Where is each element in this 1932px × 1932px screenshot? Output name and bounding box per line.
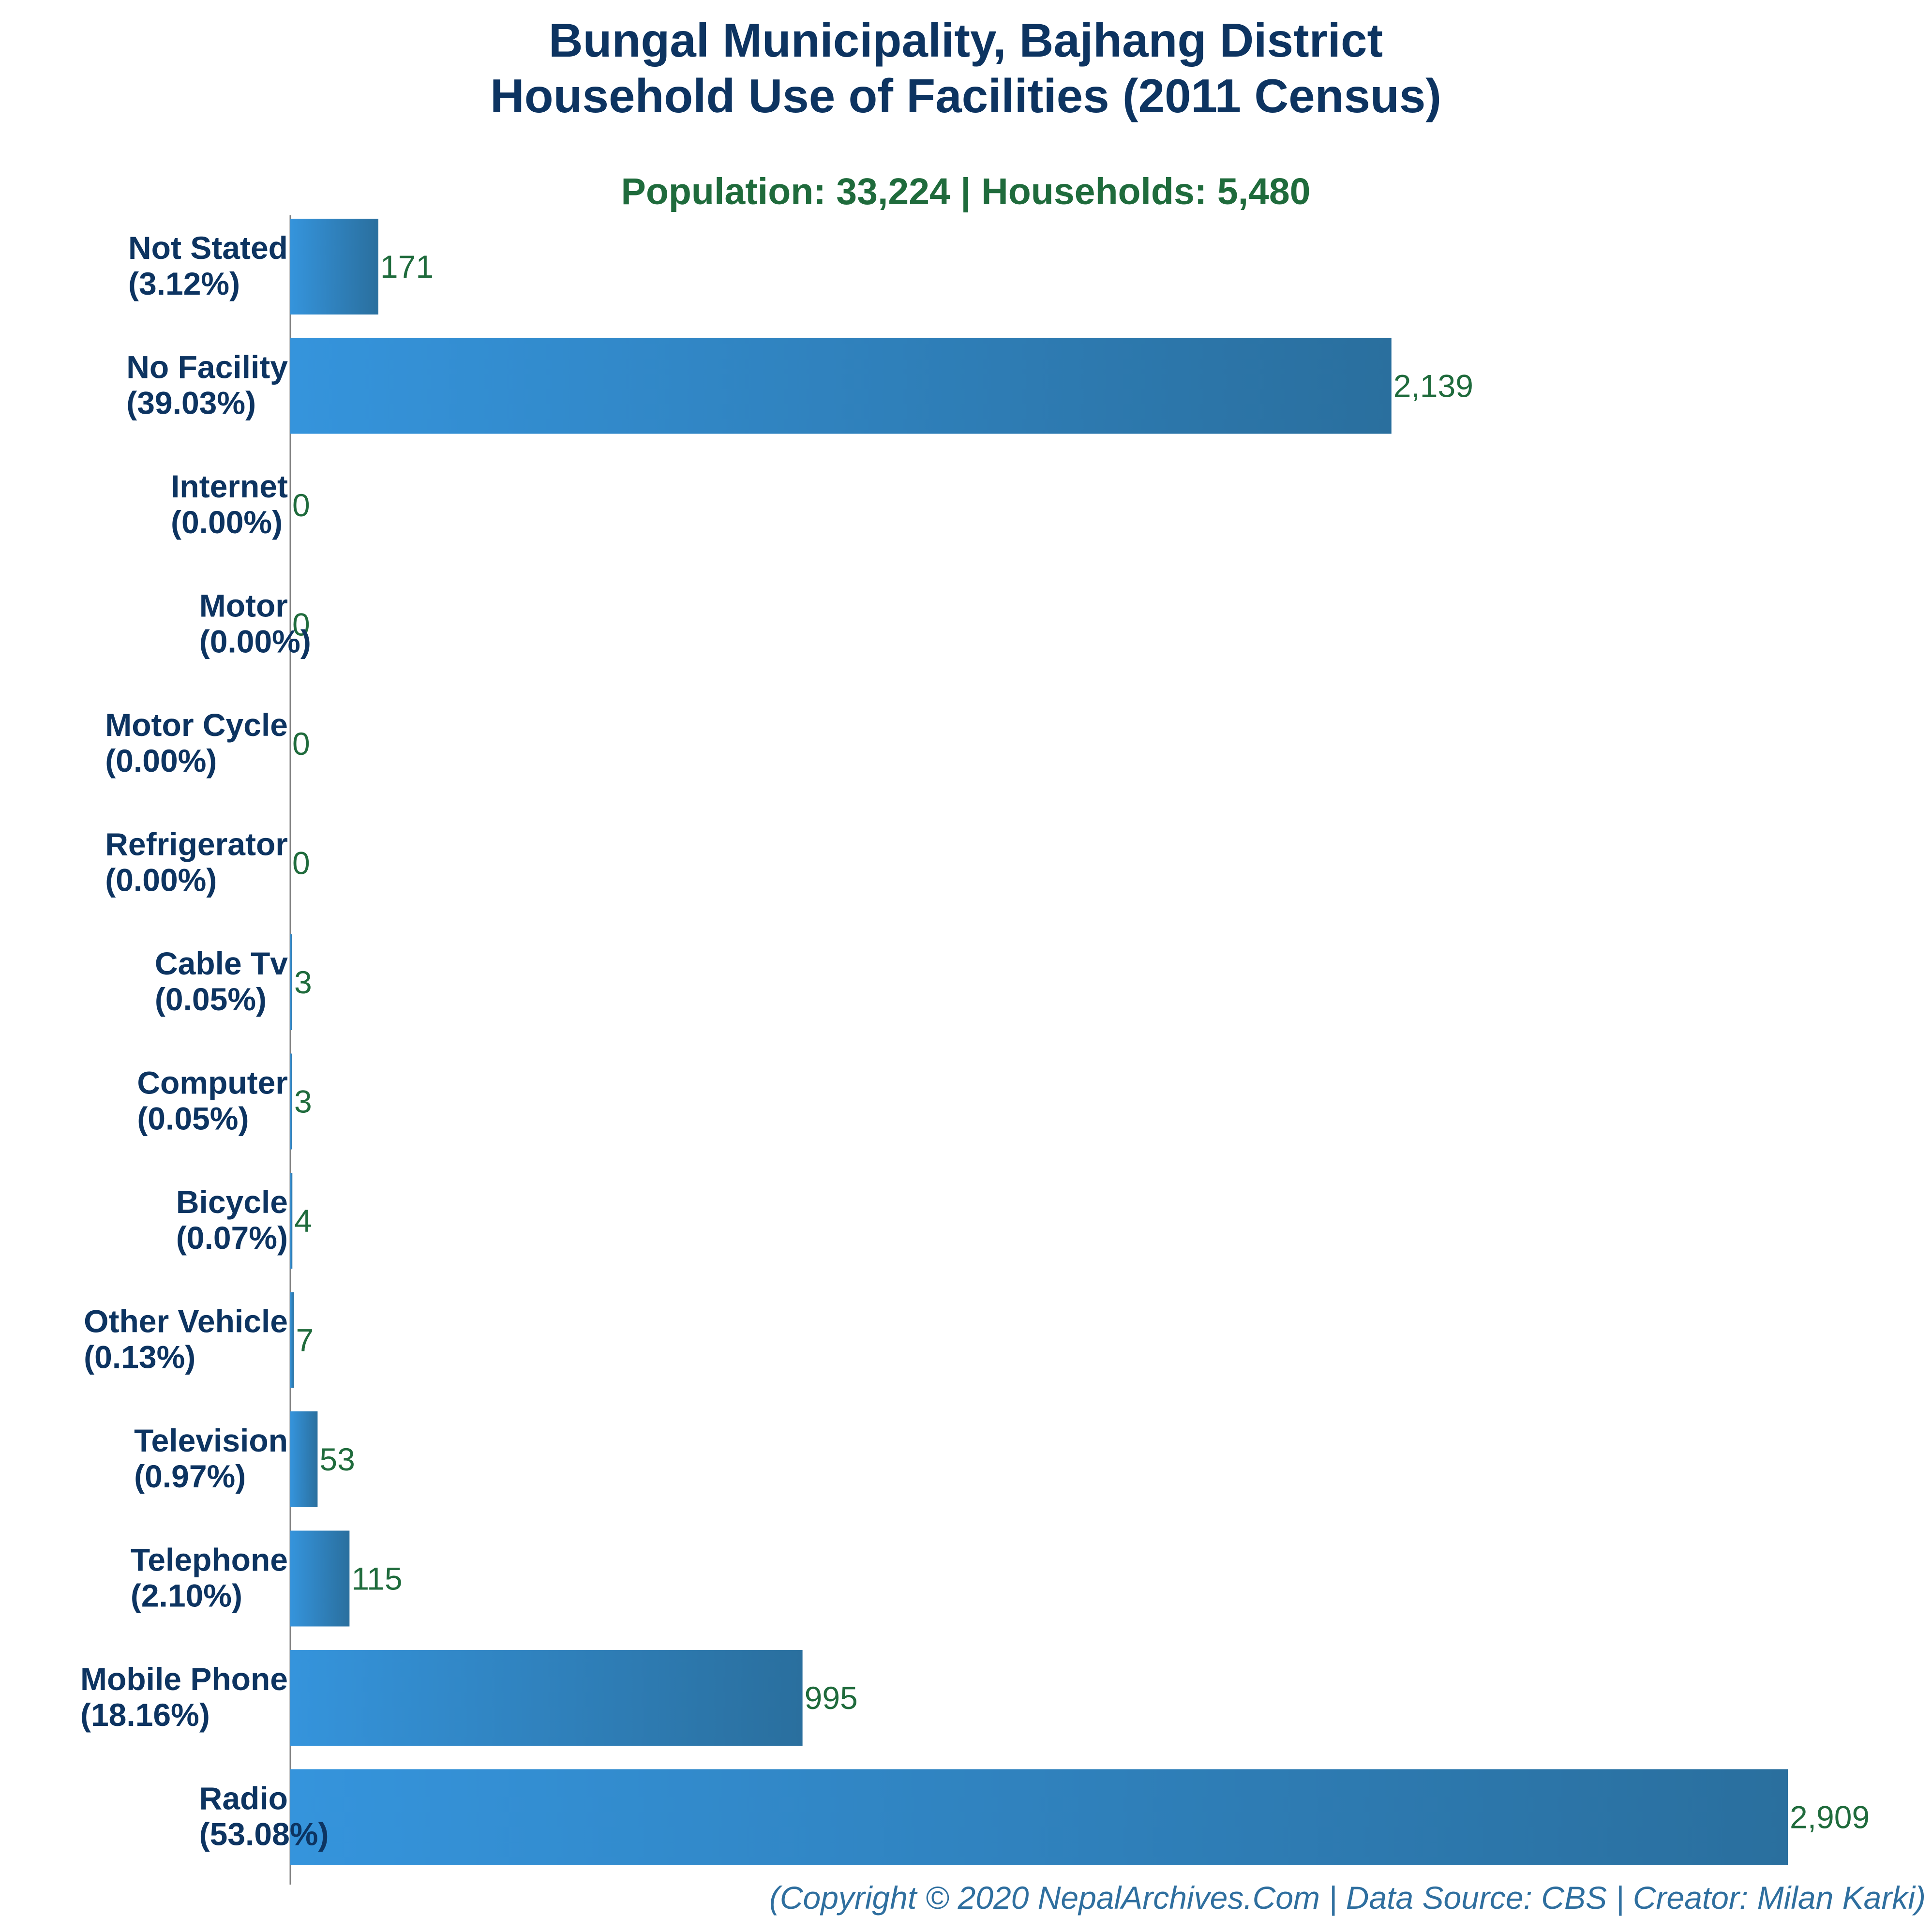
- category-label-other-vehicle: Other Vehicle: [84, 1303, 288, 1339]
- category-percent-bicycle: (0.07%): [176, 1220, 288, 1256]
- value-label-no-facility: 2,139: [1393, 368, 1473, 404]
- category-percent-other-vehicle: (0.13%): [84, 1339, 195, 1375]
- bar-no-facility: [290, 338, 1392, 434]
- bar-group: 171 Not Stated(3.12%) 2,139 No Facility(39.…: [80, 219, 1870, 1865]
- category-label-computer: Computer: [137, 1065, 288, 1101]
- category-percent-internet: (0.00%): [171, 504, 283, 540]
- category-percent-computer: (0.05%): [137, 1101, 249, 1137]
- category-label-bicycle: Bicycle: [176, 1184, 288, 1220]
- bar-radio: [290, 1769, 1788, 1865]
- category-label-motor: Motor: [199, 588, 288, 624]
- category-label-no-facility: No Facility: [126, 349, 288, 385]
- category-percent-refrigerator: (0.00%): [105, 862, 217, 898]
- category-percent-telephone: (2.10%): [131, 1578, 242, 1614]
- value-label-television: 53: [319, 1441, 355, 1477]
- category-percent-radio: (53.08%): [199, 1816, 329, 1852]
- bar-computer: [290, 1053, 292, 1150]
- value-label-cable-tv: 3: [294, 964, 312, 1000]
- category-label-telephone: Telephone: [131, 1542, 288, 1578]
- bar-bicycle: [290, 1173, 293, 1269]
- value-label-bicycle: 4: [294, 1203, 312, 1239]
- category-label-cable-tv: Cable Tv: [155, 945, 288, 981]
- bar-other-vehicle: [290, 1292, 294, 1388]
- bar-mobile-phone: [290, 1650, 803, 1746]
- category-percent-no-facility: (39.03%): [126, 385, 256, 421]
- value-label-internet: 0: [292, 487, 310, 523]
- category-percent-television: (0.97%): [134, 1458, 246, 1494]
- footer-credit: (Copyright © 2020 NepalArchives.Com | Da…: [769, 1880, 1926, 1917]
- category-label-internet: Internet: [171, 468, 288, 504]
- value-label-radio: 2,909: [1790, 1799, 1870, 1835]
- value-label-motor: 0: [292, 607, 310, 643]
- category-percent-mobile-phone: (18.16%): [80, 1697, 210, 1733]
- value-label-mobile-phone: 995: [805, 1680, 858, 1716]
- value-label-telephone: 115: [351, 1561, 402, 1597]
- value-label-computer: 3: [294, 1084, 312, 1120]
- category-label-motor-cycle: Motor Cycle: [105, 707, 288, 743]
- bar-telephone: [290, 1530, 350, 1627]
- bar-not-stated: [290, 219, 378, 315]
- value-label-motor-cycle: 0: [292, 726, 310, 762]
- category-label-radio: Radio: [199, 1781, 288, 1816]
- value-label-refrigerator: 0: [292, 845, 310, 881]
- value-label-other-vehicle: 7: [296, 1322, 314, 1358]
- category-label-not-stated: Not Stated: [128, 230, 288, 266]
- category-percent-not-stated: (3.12%): [128, 266, 240, 301]
- bar-television: [290, 1411, 318, 1507]
- category-percent-motor: (0.00%): [199, 624, 311, 659]
- category-label-mobile-phone: Mobile Phone: [80, 1661, 288, 1697]
- chart-subtitle: Population: 33,224 | Households: 5,480: [621, 171, 1310, 212]
- value-label-not-stated: 171: [380, 249, 434, 285]
- category-percent-motor-cycle: (0.00%): [105, 743, 217, 779]
- chart-title-line-2: Household Use of Facilities (2011 Census…: [490, 69, 1441, 122]
- category-label-television: Television: [134, 1423, 288, 1458]
- category-percent-cable-tv: (0.05%): [155, 981, 267, 1017]
- bar-cable-tv: [290, 934, 292, 1030]
- chart-title-line-1: Bungal Municipality, Bajhang District: [549, 14, 1383, 67]
- category-label-refrigerator: Refrigerator: [105, 826, 288, 862]
